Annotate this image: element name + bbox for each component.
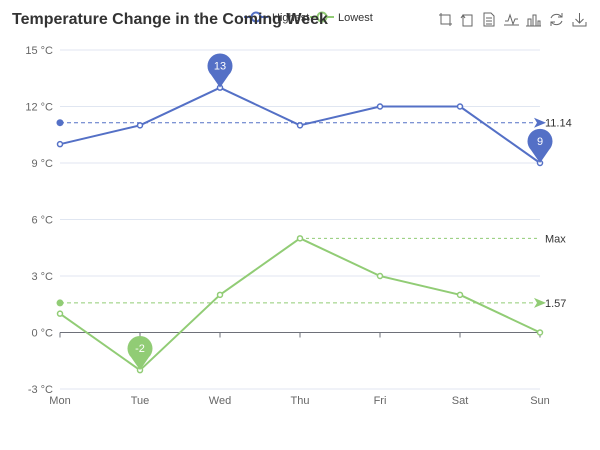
mark-point-label: 9 xyxy=(537,136,543,148)
grid-lines xyxy=(60,49,540,390)
data-point[interactable] xyxy=(376,272,384,280)
data-point[interactable] xyxy=(456,291,464,299)
average-line-start xyxy=(56,299,64,307)
mark-lines: 11.14 1.57 Max xyxy=(56,117,572,310)
legend-label: Highest xyxy=(272,12,309,24)
x-tick-label: Sun xyxy=(530,395,550,407)
x-tick-label: Fri xyxy=(374,395,387,407)
mark-point-min[interactable]: 9 xyxy=(527,128,553,163)
average-line-label: 1.57 xyxy=(545,298,566,310)
pin-shape xyxy=(127,335,153,371)
x-tick-label: Sat xyxy=(452,395,469,407)
y-tick-label: 9 °C xyxy=(31,158,53,170)
y-tick-label: 3 °C xyxy=(31,271,53,283)
data-point[interactable] xyxy=(456,103,464,110)
zoom-reset-icon[interactable] xyxy=(460,14,473,27)
data-point[interactable] xyxy=(56,140,64,148)
toolbox[interactable] xyxy=(439,12,587,27)
legend-label: Lowest xyxy=(338,12,373,24)
mark-points: 13 9 -2 xyxy=(127,53,553,371)
data-point[interactable] xyxy=(536,329,544,336)
pin-shape xyxy=(207,53,233,88)
legend-marker xyxy=(316,11,328,23)
mark-point-label: 13 xyxy=(214,61,226,73)
legend-marker xyxy=(250,11,262,23)
pin-shape xyxy=(527,128,553,163)
data-point[interactable] xyxy=(296,235,304,242)
zoom-icon[interactable] xyxy=(439,13,452,26)
y-axis: -3 °C 0 °C 3 °C 6 °C 9 °C 12 °C 15 °C xyxy=(25,45,53,396)
data-view-icon[interactable] xyxy=(483,12,495,27)
data-point[interactable] xyxy=(136,122,144,129)
mark-point-max[interactable]: 13 xyxy=(207,53,233,88)
y-tick-label: 15 °C xyxy=(25,45,53,57)
legend[interactable]: Highest Lowest xyxy=(244,11,373,24)
x-tick-label: Wed xyxy=(209,395,231,407)
restore-icon[interactable] xyxy=(550,13,563,26)
mark-line-arrow xyxy=(534,117,546,128)
x-tick-label: Mon xyxy=(49,395,70,407)
average-line-label: 11.14 xyxy=(545,118,572,130)
line-chart-icon[interactable] xyxy=(504,13,519,26)
download-icon[interactable] xyxy=(572,13,587,27)
mark-point-label: -2 xyxy=(135,343,145,355)
data-point[interactable] xyxy=(376,103,384,110)
chart-title: Temperature Change in the Coming Week xyxy=(12,11,328,28)
y-tick-label: -3 °C xyxy=(28,384,53,396)
x-axis: Mon Tue Wed Thu Fri Sat Sun xyxy=(49,332,550,407)
mark-line-arrow xyxy=(534,297,546,308)
series-layer xyxy=(56,84,544,374)
legend-item-lowest[interactable]: Lowest xyxy=(310,11,373,24)
average-line-start xyxy=(56,119,64,127)
y-tick-label: 6 °C xyxy=(31,215,53,227)
y-tick-label: 12 °C xyxy=(25,102,53,114)
data-point[interactable] xyxy=(56,310,64,317)
x-tick-label: Thu xyxy=(291,395,310,407)
y-tick-label: 0 °C xyxy=(31,328,53,340)
x-tick-label: Tue xyxy=(131,395,150,407)
mark-point-min[interactable]: -2 xyxy=(127,335,153,371)
legend-item-highest[interactable]: Highest xyxy=(244,11,309,24)
data-point[interactable] xyxy=(216,291,224,299)
data-point[interactable] xyxy=(296,122,304,129)
max-line-label: Max xyxy=(545,233,566,245)
bar-chart-icon[interactable] xyxy=(526,14,541,27)
